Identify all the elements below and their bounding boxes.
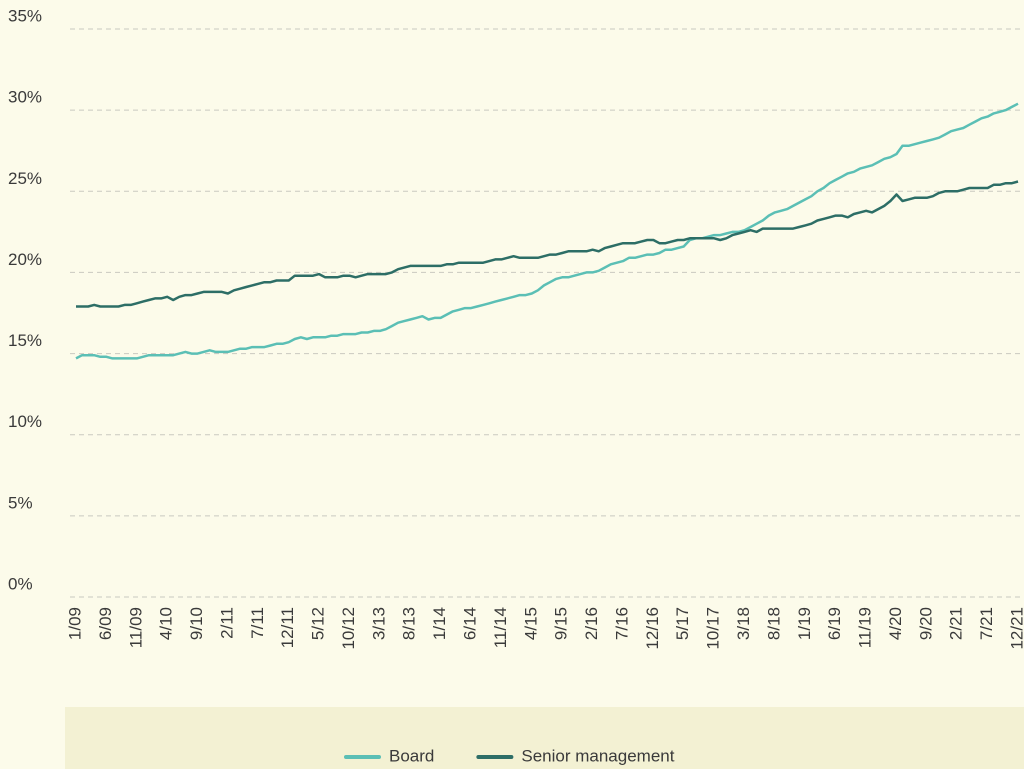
x-tick-label: 7/11 (248, 607, 267, 639)
x-tick-label: 5/12 (309, 607, 328, 640)
x-tick-label: 9/20 (916, 607, 935, 640)
x-tick-label: 1/09 (65, 607, 84, 640)
legend-box (65, 707, 1024, 769)
line-series (75, 102, 1019, 360)
x-tick-label: 8/18 (764, 607, 783, 640)
x-tick-label: 10/12 (339, 607, 358, 650)
x-tick-label: 2/21 (947, 607, 966, 640)
x-tick-label: 9/10 (187, 607, 206, 640)
legend-label: Senior management (521, 746, 674, 765)
x-tick-label: 12/21 (1007, 607, 1024, 650)
x-tick-label: 6/14 (461, 607, 480, 640)
x-tick-label: 2/11 (217, 607, 236, 639)
y-tick-label: 5% (8, 493, 33, 512)
x-tick-label: 12/11 (278, 607, 297, 648)
x-tick-label: 11/14 (491, 607, 510, 648)
x-tick-label: 10/17 (704, 607, 723, 650)
y-tick-label: 25% (8, 169, 42, 188)
x-tick-label: 12/16 (643, 607, 662, 650)
y-tick-label: 35% (8, 6, 42, 25)
legend-item: Senior management (476, 746, 675, 765)
x-tick-label: 9/15 (552, 607, 571, 640)
x-tick-label: 8/13 (400, 607, 419, 640)
y-tick-label: 30% (8, 88, 42, 107)
x-tick-label: 7/16 (612, 607, 631, 640)
y-tick-label: 0% (8, 574, 33, 593)
line-series (76, 180, 1019, 308)
x-tick-label: 4/15 (521, 607, 540, 640)
legend-item: Board (344, 746, 434, 765)
x-tick-label: 1/19 (795, 607, 814, 640)
x-tick-label: 1/14 (430, 607, 449, 640)
x-tick-label: 4/20 (886, 607, 905, 640)
x-tick-label: 4/10 (157, 607, 176, 640)
x-tick-label: 2/16 (582, 607, 601, 640)
x-tick-label: 6/09 (96, 607, 115, 640)
x-tick-label: 3/13 (369, 607, 388, 640)
x-tick-label: 7/21 (977, 607, 996, 640)
x-tick-label: 11/19 (856, 607, 875, 648)
legend-label: Board (389, 746, 434, 765)
x-tick-label: 6/19 (825, 607, 844, 640)
y-tick-label: 10% (8, 412, 42, 431)
x-tick-label: 11/09 (126, 607, 145, 648)
y-tick-label: 15% (8, 331, 42, 350)
x-tick-label: 5/17 (673, 607, 692, 640)
y-tick-label: 20% (8, 250, 42, 269)
x-tick-label: 3/18 (734, 607, 753, 640)
